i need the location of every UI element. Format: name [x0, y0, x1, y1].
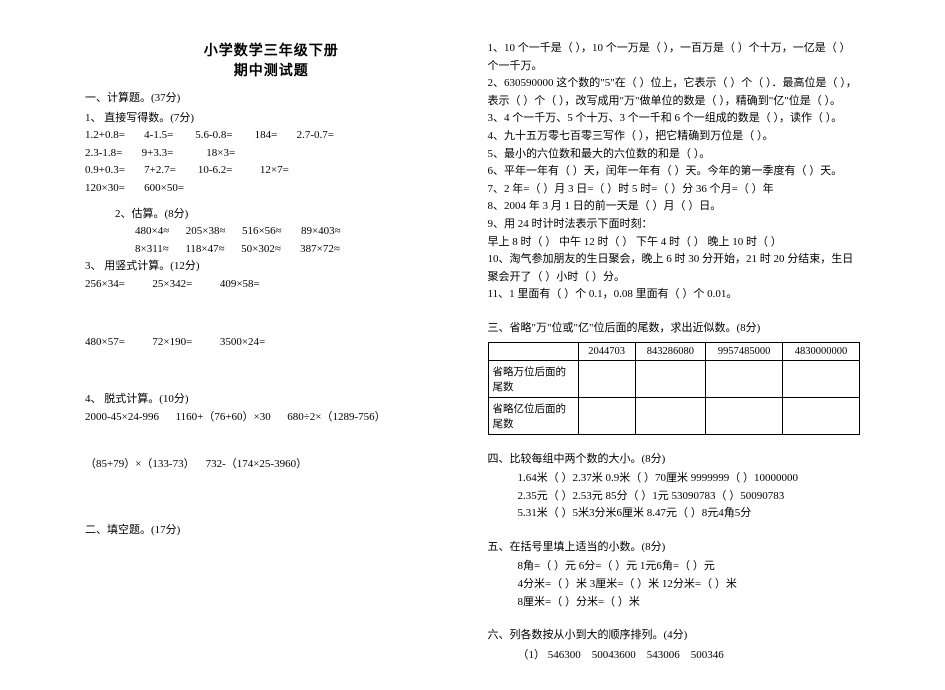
table-cell: [635, 360, 705, 397]
direct-calc-row-2: 2.3-1.8= 9+3.3= 18×3=: [85, 145, 458, 163]
right-column: 1、10 个一千是（ ），10 个一万是（ ），一百万是（ ）个十万，一亿是（ …: [488, 40, 861, 670]
row-label-yi: 省略亿位后面的尾数: [488, 397, 578, 434]
compare-row-2: 2.35元（ ）2.53元 85分（ ）1元 53090783（ ）500907…: [488, 488, 861, 506]
fill-2: 2、630590000 这个数的"5"在（ ）位上，它表示（ ）个（ ）．最高位…: [488, 75, 861, 110]
title-line2: 期中测试题: [85, 60, 458, 80]
table-col-4: 4830000000: [783, 342, 860, 360]
vertical-calc-row-1: 256×34= 25×342= 409×58=: [85, 276, 458, 294]
vertical-calc-row-2: 480×57= 72×190= 3500×24=: [85, 334, 458, 352]
table-col-3: 9957485000: [706, 342, 783, 360]
fill-11: 10、淘气参加朋友的生日聚会，晚上 6 时 30 分开始，21 时 20 分结束…: [488, 251, 861, 286]
fill-3: 3、4 个一千万、5 个十万、3 个一千和 6 个一组成的数是（ ），读作（ ）…: [488, 110, 861, 128]
table-cell: [578, 397, 635, 434]
table-cell: [706, 360, 783, 397]
estimate-row-1: 480×4≈ 205×38≈ 516×56≈ 89×403≈: [85, 223, 458, 241]
stepwise-row-1: 2000-45×24-996 1160+（76+60）×30 680÷2×（12…: [85, 409, 458, 427]
left-column: 小学数学三年级下册 期中测试题 一、计算题。(37分) 1、 直接写得数。(7分…: [85, 40, 458, 670]
fill-10: 早上 8 时（ ） 中午 12 时（ ） 下午 4 时（ ） 晚上 10 时（ …: [488, 234, 861, 252]
fill-7: 7、2 年=（ ）月 3 日=（ ）时 5 时=（ ）分 36 个月=（ ）年: [488, 181, 861, 199]
table-cell: [706, 397, 783, 434]
fill-5: 5、最小的六位数和最大的六位数的和是（ ）。: [488, 146, 861, 164]
table-header-row: 2044703 843286080 9957485000 4830000000: [488, 342, 860, 360]
table-cell-blank: [488, 342, 578, 360]
section-6-header: 六、列各数按从小到大的顺序排列。(4分): [488, 627, 861, 645]
approx-table: 2044703 843286080 9957485000 4830000000 …: [488, 342, 861, 435]
compare-row-1: 1.64米（ ）2.37米 0.9米（ ）70厘米 9999999（ ）1000…: [488, 470, 861, 488]
section-1-4-header: 4、 脱式计算。(10分): [85, 391, 458, 409]
table-row-yi: 省略亿位后面的尾数: [488, 397, 860, 434]
fill-decimal-row-3: 8厘米=（ ）分米=（ ）米: [488, 594, 861, 612]
compare-row-3: 5.31米（ ）5米3分米6厘米 8.47元（ ）8元4角5分: [488, 505, 861, 523]
fill-6: 6、平年一年有（ ）天，闰年一年有（ ）天。今年的第一季度有（ ）天。: [488, 163, 861, 181]
section-2-header: 二、填空题。(17分): [85, 522, 458, 540]
title-line1: 小学数学三年级下册: [85, 40, 458, 60]
section-5-header: 五、在括号里填上适当的小数。(8分): [488, 539, 861, 557]
fill-1: 1、10 个一千是（ ），10 个一万是（ ），一百万是（ ）个十万，一亿是（ …: [488, 40, 861, 75]
fill-9: 9、用 24 时计时法表示下面时刻：: [488, 216, 861, 234]
table-col-2: 843286080: [635, 342, 705, 360]
direct-calc-row-1: 1.2+0.8= 4-1.5= 5.6-0.8= 184= 2.7-0.7=: [85, 127, 458, 145]
section-3-header: 三、省略"万"位或"亿"位后面的尾数，求出近似数。(8分): [488, 320, 861, 338]
table-cell: [783, 360, 860, 397]
table-cell: [635, 397, 705, 434]
table-col-1: 2044703: [578, 342, 635, 360]
ordering-row-1: （1） 546300 50043600 543006 500346: [488, 647, 861, 665]
table-cell: [578, 360, 635, 397]
section-1-3-header: 3、 用竖式计算。(12分): [85, 258, 458, 276]
section-1-1-header: 1、 直接写得数。(7分): [85, 110, 458, 128]
table-row-wan: 省略万位后面的尾数: [488, 360, 860, 397]
fill-4: 4、九十五万零七百零三写作（ ），把它精确到万位是（ ）。: [488, 128, 861, 146]
direct-calc-row-4: 120×30= 600×50=: [85, 180, 458, 198]
fill-decimal-row-1: 8角=（ ）元 6分=（ ）元 1元6角=（ ）元: [488, 558, 861, 576]
direct-calc-row-3: 0.9+0.3= 7+2.7= 10-6.2= 12×7=: [85, 162, 458, 180]
stepwise-row-2: （85+79）×（133-73） 732-（174×25-3960）: [85, 456, 458, 474]
fill-8: 8、2004 年 3 月 1 日的前一天是（ ）月（ ）日。: [488, 198, 861, 216]
fill-decimal-row-2: 4分米=（ ）米 3厘米=（ ）米 12分米=（ ）米: [488, 576, 861, 594]
estimate-row-2: 8×311≈ 118×47≈ 50×302≈ 387×72≈: [85, 241, 458, 259]
section-1-header: 一、计算题。(37分): [85, 90, 458, 108]
section-1-2-header: 2、估算。(8分): [85, 206, 458, 224]
fill-12: 11、1 里面有（ ）个 0.1，0.08 里面有（ ）个 0.01。: [488, 286, 861, 304]
section-4-header: 四、比较每组中两个数的大小。(8分): [488, 451, 861, 469]
table-cell: [783, 397, 860, 434]
row-label-wan: 省略万位后面的尾数: [488, 360, 578, 397]
title-block: 小学数学三年级下册 期中测试题: [85, 40, 458, 80]
